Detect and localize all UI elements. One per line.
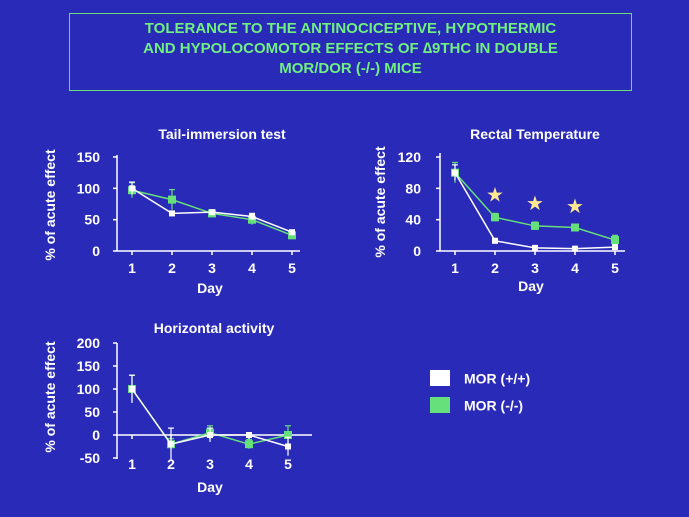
chart-rectal-x-tick-label-0: 1	[451, 260, 459, 276]
chart-rectal-x-label: Day	[518, 278, 544, 294]
chart-horiz-x-tick-label-2: 3	[206, 456, 214, 472]
chart-horiz-x-label: Day	[197, 479, 223, 495]
chart-horiz-point-wt-3	[246, 432, 252, 438]
chart-rectal-star-0: ★	[486, 184, 504, 206]
title-line-2: AND HYPOLOCOMOTOR EFFECTS OF ∆9THC IN DO…	[143, 40, 558, 57]
legend-item-ko: MOR (-/-)	[430, 396, 630, 416]
chart-rectal-y-tick-label-3: 120	[398, 149, 422, 165]
legend-label-wt: MOR (+/+)	[464, 370, 531, 387]
chart-horiz-point-wt-0	[129, 386, 135, 392]
chart-horiz-y-label: % of acute effect	[42, 341, 58, 453]
chart-tail-y-tick-label-0: 0	[92, 243, 100, 259]
chart-rectal-y-tick-label-1: 40	[405, 212, 421, 228]
legend-swatch-ko	[430, 397, 450, 414]
chart-horiz-y-tick-label-0: -50	[80, 450, 100, 466]
chart-rectal-point-wt-4	[612, 244, 618, 251]
title-box: TOLERANCE TO THE ANTINOCICEPTIVE, HYPOTH…	[69, 13, 632, 91]
chart-tail-x-label: Day	[197, 280, 223, 296]
chart-tail-point-wt-4	[289, 229, 295, 236]
chart-horiz-y-tick-label-3: 100	[77, 381, 101, 397]
chart-horiz-y-tick-label-2: 50	[84, 404, 100, 420]
legend-label-ko: MOR (-/-)	[464, 397, 524, 414]
chart-rectal-point-wt-3	[572, 245, 578, 252]
chart-horiz-x-tick-label-0: 1	[128, 456, 136, 472]
legend-item-wt: MOR (+/+)	[430, 369, 630, 389]
chart-rectal-y-tick-label-0: 0	[413, 243, 421, 259]
chart-tail-title: Tail-immersion test	[158, 126, 286, 142]
chart-tail-point-wt-1	[169, 210, 175, 217]
chart-rectal-point-wt-2	[532, 244, 538, 251]
chart-tail-x-tick-label-4: 5	[288, 260, 296, 276]
chart-rectal-star-1: ★	[526, 193, 544, 215]
chart-tail-y-tick-label-2: 100	[77, 180, 101, 196]
chart-rectal-x-tick-label-3: 4	[571, 260, 579, 276]
chart-tail-y-tick-label-3: 150	[77, 149, 101, 165]
chart-tail-point-wt-0	[129, 185, 135, 192]
chart-tail-point-ko-1	[168, 195, 176, 204]
chart-rectal-point-ko-3	[571, 223, 579, 232]
chart-rectal-point-wt-0	[452, 169, 458, 176]
chart-horiz-x-tick-label-3: 4	[245, 456, 253, 472]
chart-horiz-point-ko-3	[245, 440, 253, 449]
chart-horiz-y-tick-label-1: 0	[92, 427, 100, 443]
chart-rectal-point-ko-1	[491, 213, 499, 222]
chart-horiz-y-tick-label-5: 200	[77, 335, 101, 351]
chart-rectal-y-tick-label-2: 80	[405, 180, 421, 196]
chart-horiz-x-tick-label-1: 2	[167, 456, 175, 472]
chart-tail-point-wt-2	[209, 209, 215, 216]
chart-rectal-point-ko-2	[531, 221, 539, 230]
chart-tail-x-tick-label-0: 1	[128, 260, 136, 276]
chart-tail-x-tick-label-3: 4	[248, 260, 256, 276]
chart-horiz-point-ko-4	[284, 431, 292, 439]
legend-swatch-wt	[430, 370, 450, 387]
title-line-1: TOLERANCE TO THE ANTINOCICEPTIVE, HYPOTH…	[144, 20, 557, 37]
chart-horiz-y-tick-label-4: 150	[77, 358, 101, 374]
chart-horiz-x-tick-label-4: 5	[284, 456, 292, 472]
chart-tail-y-label: % of acute effect	[42, 149, 58, 261]
chart-rectal-x-tick-label-1: 2	[491, 260, 499, 276]
chart-horiz-point-wt-2	[207, 432, 213, 438]
chart-rectal-star-2: ★	[566, 196, 584, 218]
chart-horiz-point-wt-4	[285, 443, 291, 450]
chart-rectal-x-tick-label-4: 5	[611, 260, 619, 276]
chart-rectal-x-tick-label-2: 3	[531, 260, 539, 276]
chart-tail-y-tick-label-1: 50	[84, 212, 100, 228]
chart-rectal-title: Rectal Temperature	[470, 126, 600, 142]
title-line-3: MOR/DOR (-/-) MICE	[279, 60, 422, 77]
chart-tail-x-tick-label-2: 3	[208, 260, 216, 276]
chart-rectal-point-ko-4	[611, 236, 619, 245]
chart-tail-point-wt-3	[249, 213, 255, 220]
chart-tail-x-tick-label-1: 2	[168, 260, 176, 276]
chart-horiz-title: Horizontal activity	[154, 320, 275, 336]
chart-rectal-y-label: % of acute effect	[372, 146, 388, 258]
chart-horiz-point-wt-1	[168, 441, 174, 448]
chart-rectal-point-wt-1	[492, 237, 498, 244]
chart-tail-point-ko-4	[288, 231, 296, 240]
